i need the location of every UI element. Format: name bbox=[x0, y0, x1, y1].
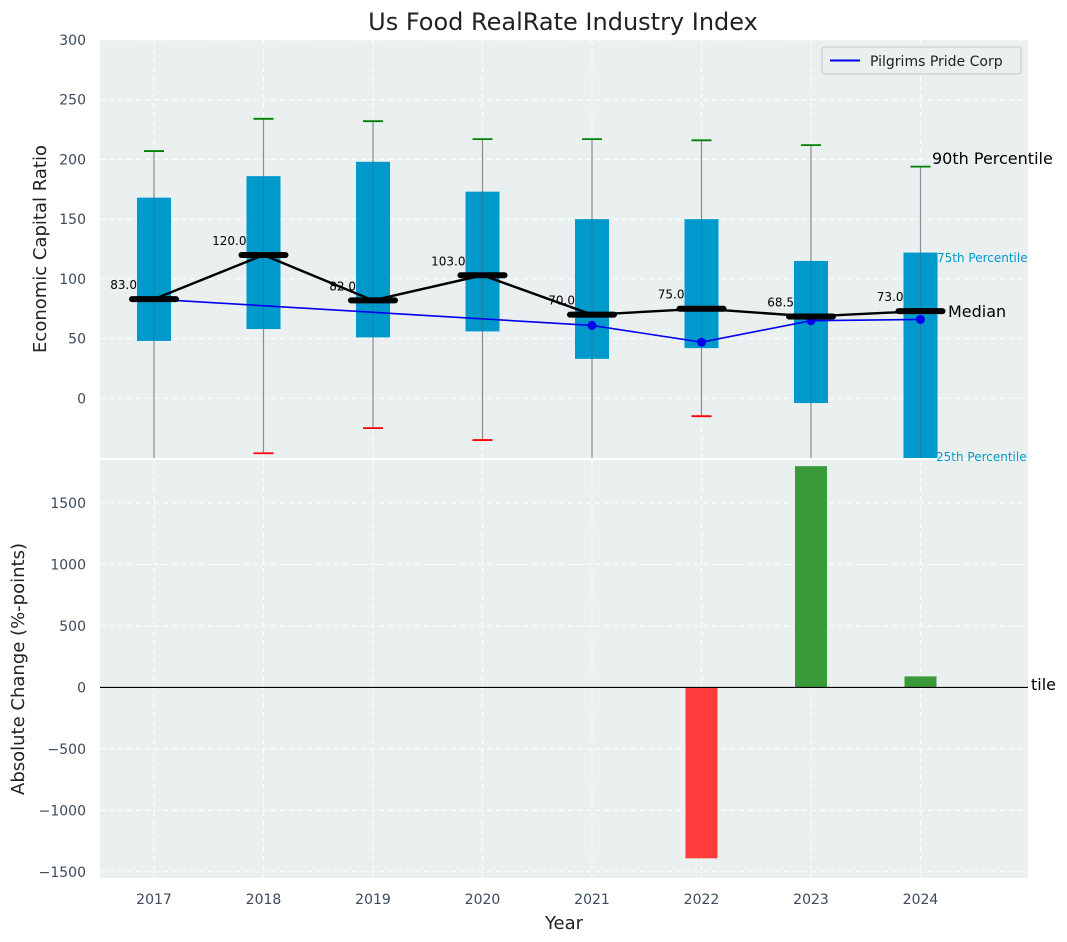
bottom-y-tick-label: −1000 bbox=[39, 803, 86, 819]
top-y-tick-labels: 0 50 100 150 200 250 300 bbox=[59, 33, 86, 407]
percentile-annotations: 90th Percentile 75th Percentile Median bbox=[932, 149, 1053, 321]
median-data-label: 120.0 bbox=[212, 234, 246, 248]
x-tick-labels: 2017 2018 2019 2020 2021 2022 2023 2024 bbox=[136, 892, 938, 908]
x-tick-label: 2022 bbox=[684, 892, 720, 908]
median-data-label: 68.5 bbox=[767, 295, 794, 309]
median-data-label: 83.0 bbox=[110, 278, 137, 292]
bottom-panel-background bbox=[100, 460, 1028, 878]
company-point bbox=[697, 337, 706, 347]
change-bar bbox=[795, 466, 827, 688]
median-series: 83.0 120.0 82.0 103.0 70.0 75.0 68.5 73.0 bbox=[110, 234, 946, 320]
annotation-90th: 90th Percentile bbox=[932, 149, 1053, 168]
legend: Pilgrims Pride Corp bbox=[821, 46, 1022, 75]
top-y-tick-label: 100 bbox=[59, 272, 86, 288]
top-y-tick-label: 50 bbox=[68, 332, 86, 348]
annotation-75th: 75th Percentile bbox=[937, 251, 1028, 265]
top-y-axis-title: Economic Capital Ratio bbox=[30, 145, 51, 353]
change-bars bbox=[685, 466, 937, 859]
change-bar bbox=[904, 676, 937, 688]
change-bar bbox=[685, 687, 718, 859]
annotation-25th: 25th Percentile bbox=[936, 450, 1027, 464]
legend-label-company: Pilgrims Pride Corp bbox=[870, 54, 1003, 70]
chart-title: Us Food RealRate Industry Index bbox=[368, 8, 758, 36]
bottom-y-tick-label: −500 bbox=[48, 742, 86, 758]
median-data-label: 82.0 bbox=[329, 279, 356, 293]
overlay-annotations: 25th Percentile tile bbox=[936, 450, 1056, 694]
x-axis-title: Year bbox=[544, 913, 584, 934]
median-data-label: 70.0 bbox=[548, 294, 575, 308]
overflow-annotation: tile bbox=[1031, 675, 1056, 694]
bottom-y-tick-label: 1500 bbox=[50, 496, 86, 512]
top-y-tick-label: 200 bbox=[59, 152, 86, 168]
top-y-tick-label: 150 bbox=[59, 212, 86, 228]
x-tick-label: 2024 bbox=[903, 892, 939, 908]
x-tick-label: 2018 bbox=[246, 892, 282, 908]
x-tick-label: 2020 bbox=[465, 892, 501, 908]
bottom-y-tick-label: 500 bbox=[59, 619, 86, 635]
bottom-y-tick-label: 0 bbox=[77, 680, 86, 696]
top-y-tick-label: 0 bbox=[77, 391, 86, 407]
x-tick-label: 2021 bbox=[574, 892, 610, 908]
top-panel-background bbox=[100, 40, 1028, 458]
x-tick-label: 2017 bbox=[136, 892, 172, 908]
bottom-y-tick-label: −1500 bbox=[39, 865, 86, 881]
annotation-median: Median bbox=[948, 302, 1006, 321]
bottom-y-tick-label: 1000 bbox=[50, 558, 86, 574]
company-point bbox=[916, 314, 925, 324]
top-y-tick-label: 250 bbox=[59, 93, 86, 109]
x-tick-label: 2019 bbox=[355, 892, 391, 908]
top-y-tick-label: 300 bbox=[59, 33, 86, 49]
top-panel: 0 50 100 150 200 250 300 83.0 120.0 82.0 103.0 70.… bbox=[30, 33, 1053, 458]
bottom-y-axis-title: Absolute Change (%-points) bbox=[8, 543, 29, 795]
x-tick-label: 2023 bbox=[793, 892, 829, 908]
median-data-label: 103.0 bbox=[431, 254, 465, 268]
legend-box bbox=[821, 46, 1022, 75]
company-point bbox=[587, 320, 597, 330]
median-data-label: 75.0 bbox=[658, 288, 685, 302]
median-data-label: 73.0 bbox=[877, 290, 904, 304]
bottom-y-tick-labels: −1500 −1000 −500 0 500 1000 1500 bbox=[39, 496, 86, 881]
